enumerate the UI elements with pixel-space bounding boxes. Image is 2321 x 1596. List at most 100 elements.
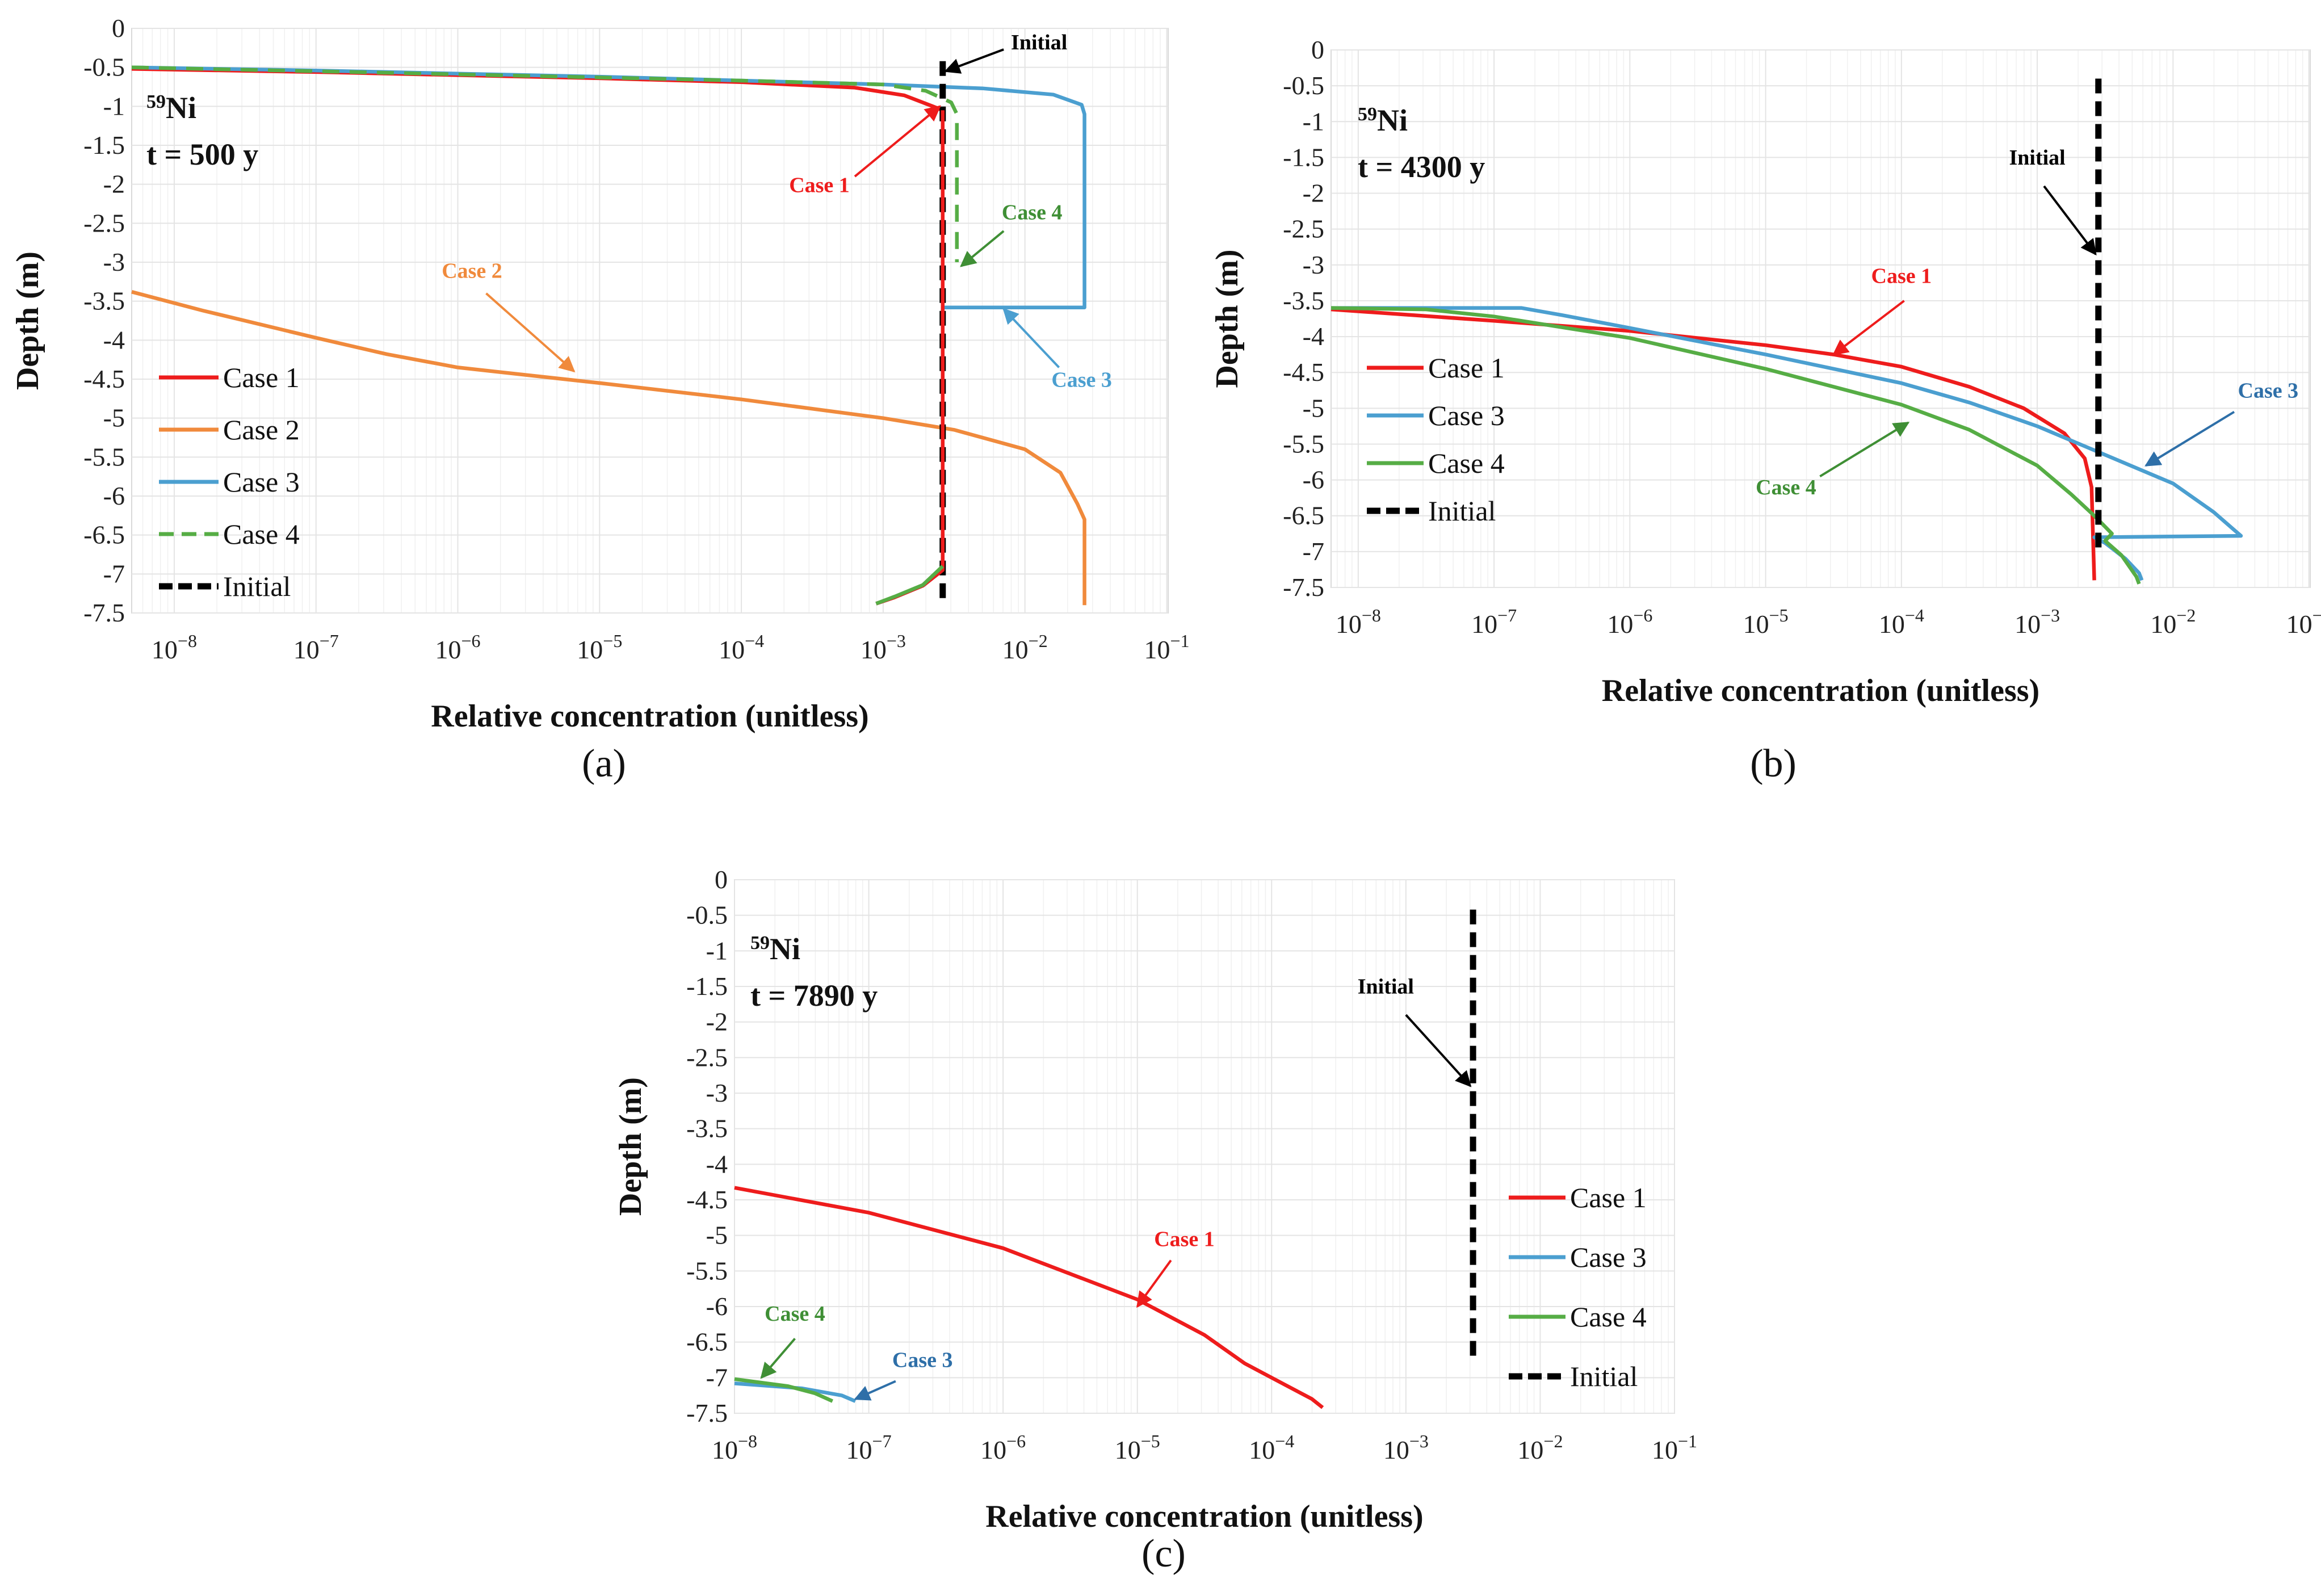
x-tick-label: 10−7 (1471, 605, 1517, 639)
x-axis-title: Relative concentration (unitless) (431, 699, 868, 734)
y-tick-label: -3 (706, 1078, 728, 1107)
y-tick-label: -7 (706, 1363, 728, 1392)
panel-caption: (a) (582, 742, 626, 786)
y-tick-label: -1 (1303, 107, 1324, 136)
legend-label: Case 4 (1570, 1301, 1647, 1333)
annotation-label: Case 1 (1871, 264, 1932, 288)
series-line-case-1 (734, 1186, 1324, 1409)
annotation-arrow (485, 292, 576, 373)
legend-label: Initial (223, 570, 291, 602)
legend-label: Case 4 (1428, 447, 1505, 479)
x-tick-label: 10−4 (1879, 605, 1924, 639)
x-tick-label: 10−5 (1115, 1431, 1160, 1464)
panel-caption: (b) (1750, 742, 1797, 786)
annotation-label: Case 3 (1051, 368, 1112, 392)
annotation-arrow (1136, 1259, 1172, 1308)
y-tick-label: -2.5 (686, 1043, 728, 1072)
y-tick-label: -2 (1303, 179, 1324, 208)
chart-panel-b: 0 -0.5 -1 -1.5 -2 -2.5 -3 -3.5 -4 -4.5 -5 -5.5 -6 -6.… (1210, 35, 2321, 786)
x-tick-label: 10−8 (1336, 605, 1381, 639)
annotation-label: Initial (1358, 975, 1414, 999)
x-tick-label: 10−5 (1743, 605, 1789, 639)
nuclide-label: 59Ni (146, 91, 196, 125)
series-line-case-3 (734, 1381, 857, 1403)
annotation-label: Case 3 (892, 1349, 953, 1372)
legend-label: Case 4 (223, 518, 300, 550)
annotation-arrow (1832, 300, 1905, 356)
series-line-case-4 (734, 1377, 834, 1403)
y-tick-label: -4.5 (686, 1185, 728, 1214)
legend: Case 1 Case 3 Case 4 Initial (1367, 352, 1505, 527)
x-tick-label: 10−6 (1607, 605, 1652, 639)
y-tick-label: 0 (112, 14, 125, 43)
annotation-label: Case 4 (1756, 476, 1816, 499)
chart-panel-a: 0 -0.5 -1 -1.5 -2 -2.5 -3 -3.5 -4 -4.5 -5 -5.5 -6 -6.… (10, 14, 1190, 786)
y-tick-label: -3.5 (686, 1114, 728, 1143)
y-tick-label: -7.5 (686, 1398, 728, 1427)
annotation-label: Case 4 (765, 1302, 825, 1326)
x-tick-label: 10−1 (2286, 605, 2321, 639)
legend-label: Case 3 (223, 466, 300, 498)
legend-label: Case 1 (1428, 352, 1505, 384)
y-tick-label: -1.5 (686, 972, 728, 1001)
time-label: t = 4300 y (1358, 150, 1485, 184)
legend-label: Case 1 (1570, 1182, 1647, 1213)
annotation-arrow (1819, 421, 1910, 477)
y-tick-label: 0 (715, 865, 728, 894)
y-tick-label: -7 (103, 559, 125, 588)
nuclide-label: 59Ni (750, 932, 800, 966)
legend-label: Case 1 (223, 362, 300, 393)
panel-caption: (c) (1141, 1532, 1186, 1576)
y-tick-label: -3 (103, 247, 125, 276)
annotation-arrow (2043, 185, 2097, 256)
y-tick-label: -5.5 (686, 1256, 728, 1285)
y-tick-label: -3.5 (1283, 286, 1324, 315)
y-tick-label: -5 (1303, 393, 1324, 422)
x-tick-label: 10−4 (1249, 1431, 1294, 1464)
annotation-arrow (1405, 1014, 1472, 1087)
y-tick-label: -6.5 (83, 520, 125, 549)
y-tick-label: -5 (103, 404, 125, 432)
y-tick-label: -4 (1303, 322, 1324, 351)
annotation-arrow (760, 1338, 796, 1379)
annotation-label: Initial (1011, 31, 1067, 54)
y-tick-label: -1.5 (83, 131, 125, 159)
series-line-case-1 (1331, 307, 2096, 581)
x-axis-title: Relative concentration (unitless) (985, 1499, 1423, 1534)
annotation-arrow (944, 48, 1004, 74)
legend-label: Case 3 (1428, 400, 1505, 431)
series-group (131, 61, 1086, 606)
legend-label: Case 2 (223, 414, 300, 446)
x-tick-label: 10−6 (980, 1431, 1026, 1464)
x-tick-label: 10−2 (1002, 631, 1048, 664)
y-tick-label: -1 (103, 91, 125, 120)
x-tick-label: 10−1 (1144, 631, 1189, 664)
annotation-label: Case 1 (789, 173, 850, 197)
x-tick-label: 10−7 (293, 631, 339, 664)
chart-panel-c: 0 -0.5 -1 -1.5 -2 -2.5 -3 -3.5 -4 -4.5 -5 -5.5 -6 -6.… (613, 865, 1697, 1576)
x-tick-label: 10−4 (719, 631, 764, 664)
y-tick-label: 0 (1311, 35, 1324, 64)
y-tick-label: -1.5 (1283, 142, 1324, 171)
y-tick-label: -6 (1303, 465, 1324, 494)
time-label: t = 7890 y (750, 978, 878, 1013)
y-tick-label: -0.5 (83, 53, 125, 82)
legend-label: Case 3 (1570, 1241, 1647, 1273)
annotation-arrow (1002, 308, 1060, 368)
y-tick-label: -2 (103, 170, 125, 199)
time-label: t = 500 y (146, 137, 258, 171)
annotation-label: Case 3 (2238, 379, 2299, 402)
y-axis-title: Depth (m) (1210, 249, 1245, 388)
y-tick-label: -4 (706, 1149, 728, 1178)
x-tick-label: 10−2 (2150, 605, 2196, 639)
legend-label: Initial (1428, 495, 1496, 527)
series-group (734, 909, 1476, 1409)
x-tick-label: 10−3 (861, 631, 906, 664)
y-tick-label: -4.5 (1283, 358, 1324, 387)
y-tick-label: -7.5 (83, 598, 125, 627)
y-axis-title: Depth (m) (613, 1077, 648, 1216)
y-tick-label: -2.5 (1283, 215, 1324, 243)
y-tick-label: -3 (1303, 250, 1324, 279)
y-tick-label: -5.5 (1283, 429, 1324, 458)
